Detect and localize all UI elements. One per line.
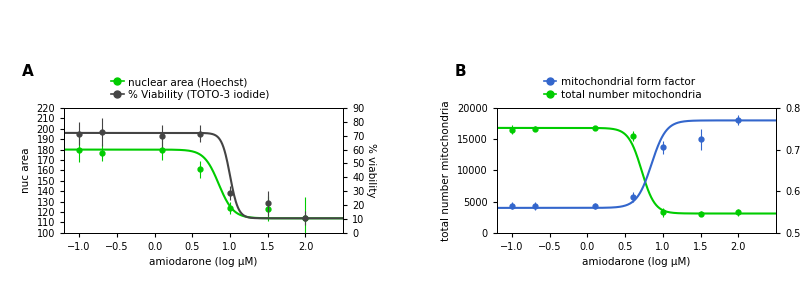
- Text: A: A: [22, 64, 34, 79]
- Y-axis label: % viability: % viability: [366, 143, 376, 198]
- Legend: nuclear area (Hoechst), % Viability (TOTO-3 iodide): nuclear area (Hoechst), % Viability (TOT…: [111, 77, 269, 100]
- Legend: mitochondrial form factor, total number mitochondria: mitochondrial form factor, total number …: [544, 77, 701, 100]
- Y-axis label: nuc area: nuc area: [21, 148, 30, 193]
- X-axis label: amiodarone (log μM): amiodarone (log μM): [150, 258, 258, 268]
- Text: B: B: [455, 64, 466, 79]
- Y-axis label: total number mitochondria: total number mitochondria: [442, 100, 451, 241]
- X-axis label: amiodarone (log μM): amiodarone (log μM): [582, 258, 690, 268]
